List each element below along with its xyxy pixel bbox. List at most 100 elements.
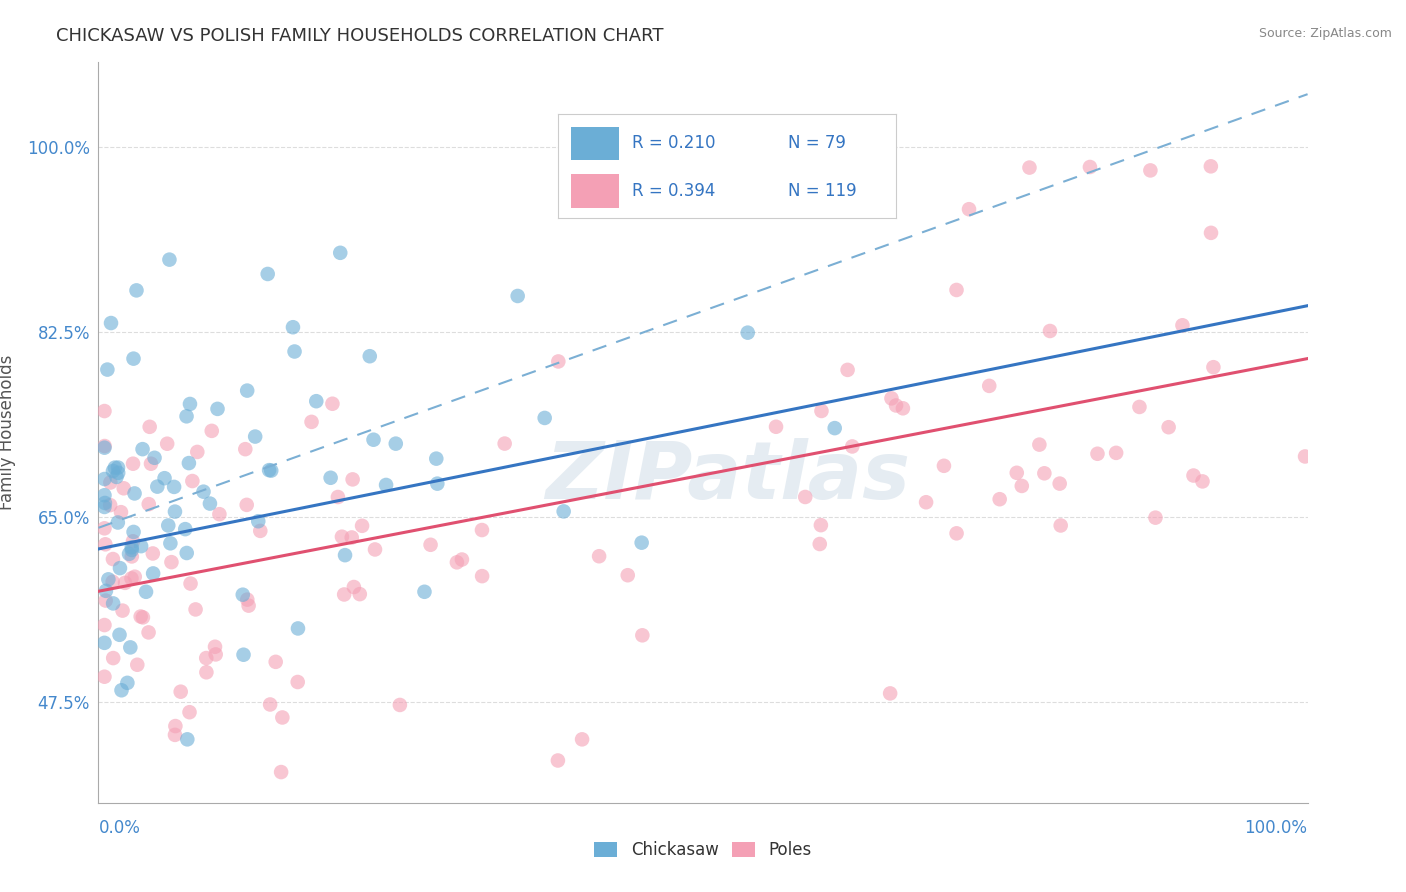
Point [176, 546, 198, 560]
Point [363, 433, 385, 447]
Point [142, 546, 165, 560]
Point [97, 572, 120, 586]
Point [1005, 466, 1028, 480]
Point [101, 596, 124, 610]
Point [121, 541, 143, 555]
Point [163, 480, 186, 494]
Legend: Chickasaw, Poles: Chickasaw, Poles [588, 835, 818, 866]
Point [201, 424, 224, 438]
Point [112, 481, 135, 495]
Point [135, 584, 157, 599]
Point [124, 486, 146, 500]
Point [111, 604, 134, 618]
Point [186, 445, 208, 459]
Point [101, 464, 124, 478]
Point [163, 728, 186, 742]
Point [249, 524, 271, 538]
Point [153, 471, 176, 485]
Point [1199, 159, 1222, 173]
Point [891, 401, 914, 416]
Point [157, 518, 180, 533]
Point [259, 698, 281, 712]
Text: ZIPatlas: ZIPatlas [544, 438, 910, 516]
Point [138, 497, 160, 511]
Point [1171, 318, 1194, 333]
Point [884, 399, 907, 413]
Point [616, 568, 638, 582]
Point [165, 719, 187, 733]
Point [808, 537, 831, 551]
Point [105, 470, 128, 484]
Point [233, 442, 256, 457]
Point [547, 754, 569, 768]
Point [247, 514, 270, 528]
Point [283, 344, 305, 359]
Point [794, 490, 817, 504]
Point [413, 584, 436, 599]
Point [260, 464, 283, 478]
Point [121, 549, 143, 564]
Point [880, 392, 903, 406]
Point [181, 474, 204, 488]
Point [108, 628, 131, 642]
Point [494, 436, 516, 450]
Point [281, 320, 304, 334]
Point [120, 640, 142, 655]
Point [765, 419, 787, 434]
Point [1028, 437, 1050, 451]
Point [122, 524, 145, 539]
Point [256, 267, 278, 281]
Point [122, 534, 145, 549]
Point [810, 518, 832, 533]
Point [1033, 467, 1056, 481]
Text: Source: ZipAtlas.com: Source: ZipAtlas.com [1258, 27, 1392, 40]
Point [93, 521, 115, 535]
Point [243, 429, 266, 443]
Point [195, 651, 218, 665]
Point [121, 571, 143, 585]
Point [207, 401, 229, 416]
Point [301, 415, 323, 429]
Point [184, 602, 207, 616]
Point [1018, 161, 1040, 175]
Point [129, 609, 152, 624]
Point [425, 451, 447, 466]
Point [100, 316, 122, 330]
Point [451, 552, 474, 566]
Point [98, 475, 121, 490]
Point [1294, 450, 1316, 464]
Point [1191, 475, 1213, 489]
Point [319, 471, 342, 485]
Point [1182, 468, 1205, 483]
Point [988, 492, 1011, 507]
Point [329, 245, 352, 260]
Point [139, 457, 162, 471]
Point [333, 548, 356, 562]
Point [1139, 163, 1161, 178]
Point [359, 349, 381, 363]
Point [571, 732, 593, 747]
Point [257, 463, 280, 477]
Point [271, 710, 294, 724]
Point [631, 628, 654, 642]
Point [94, 593, 117, 607]
Point [129, 539, 152, 553]
Point [193, 484, 215, 499]
Point [236, 384, 259, 398]
Point [195, 665, 218, 680]
Point [957, 202, 980, 217]
Point [110, 683, 132, 698]
Point [915, 495, 938, 509]
Point [160, 555, 183, 569]
Point [321, 397, 343, 411]
Point [103, 651, 125, 665]
Point [553, 504, 575, 518]
Point [93, 439, 115, 453]
Point [837, 363, 859, 377]
Point [426, 476, 449, 491]
Point [630, 535, 652, 549]
Point [101, 574, 124, 589]
Point [1144, 510, 1167, 524]
Point [93, 441, 115, 455]
Point [98, 498, 121, 512]
